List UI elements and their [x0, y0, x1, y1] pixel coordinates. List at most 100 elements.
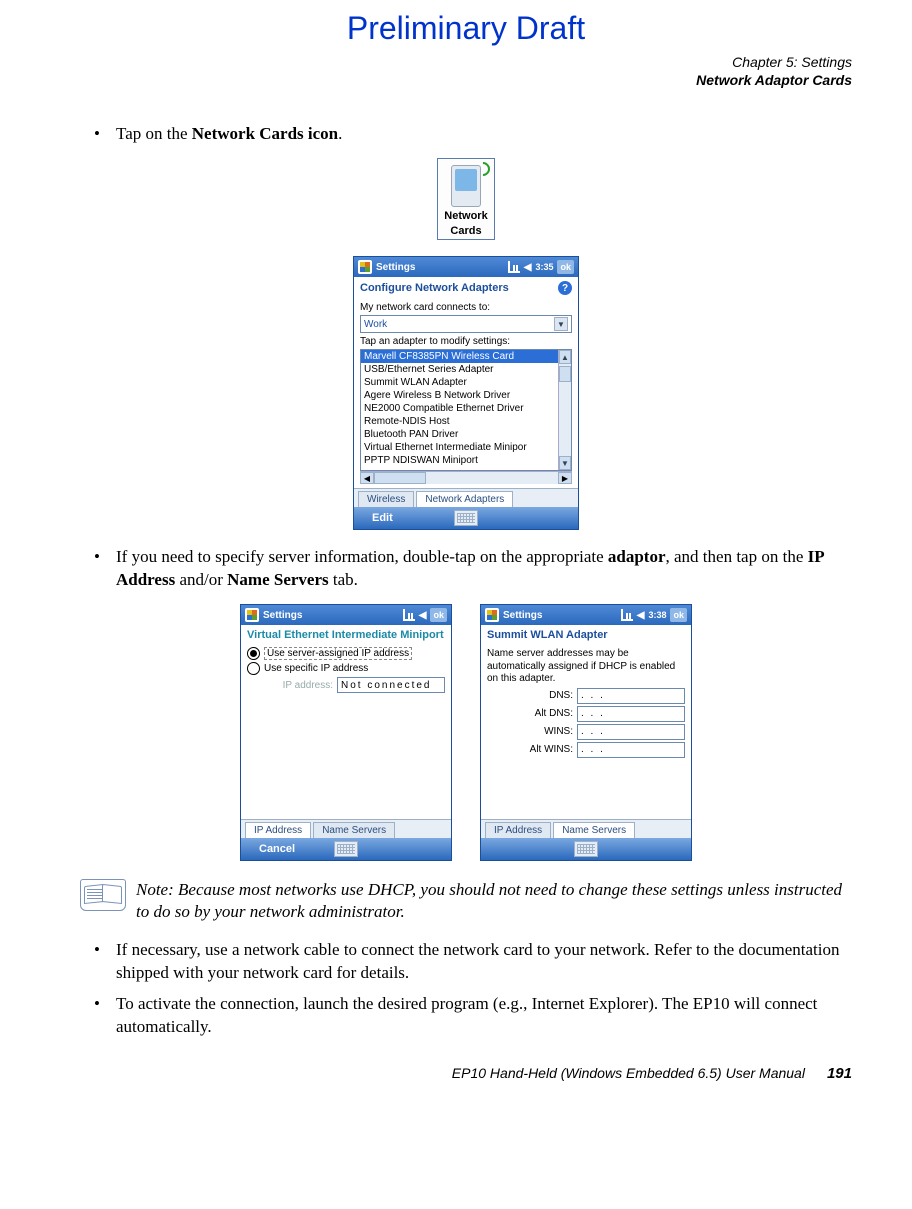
label-dns: DNS:: [549, 690, 573, 701]
label-alt-wins: Alt WINS:: [530, 744, 573, 755]
start-icon[interactable]: [485, 608, 499, 622]
ok-button[interactable]: ok: [670, 608, 687, 622]
text: , and then tap on the: [666, 547, 808, 566]
tab-bar: IP Address Name Servers: [481, 819, 691, 838]
input-alt-dns[interactable]: . . .: [577, 706, 685, 722]
scroll-up-icon[interactable]: ▲: [559, 350, 571, 364]
vertical-scrollbar[interactable]: ▲ ▼: [558, 350, 571, 470]
input-alt-wins[interactable]: . . .: [577, 742, 685, 758]
input-dns[interactable]: . . .: [577, 688, 685, 704]
scroll-left-icon[interactable]: ◀: [360, 472, 374, 484]
footer-page-number: 191: [827, 1065, 852, 1082]
keyboard-icon[interactable]: [454, 510, 478, 526]
text: .: [338, 124, 342, 143]
list-item[interactable]: USB/Ethernet Series Adapter: [361, 363, 558, 376]
titlebar: Settings ◀ 3:35 ok: [354, 257, 578, 277]
horizontal-scrollbar[interactable]: ◀ ▶: [360, 471, 572, 484]
chevron-down-icon[interactable]: ▼: [554, 317, 568, 331]
network-cards-cpl-icon[interactable]: Network Cards: [437, 158, 494, 240]
panel-heading: Configure Network Adapters ?: [354, 277, 578, 297]
tab-bar: IP Address Name Servers: [241, 819, 451, 838]
tab-wireless[interactable]: Wireless: [358, 491, 414, 507]
label-wins: WINS:: [544, 726, 573, 737]
section-line: Network Adaptor Cards: [80, 71, 852, 89]
scroll-thumb[interactable]: [374, 472, 426, 484]
tab-name-servers[interactable]: Name Servers: [313, 822, 395, 838]
bullet-activate-connection: To activate the connection, launch the d…: [80, 993, 852, 1039]
text: tab.: [329, 570, 358, 589]
volume-icon: ◀: [524, 262, 532, 273]
note-lead: Note:: [136, 880, 174, 899]
text: If you need to specify server informatio…: [116, 547, 608, 566]
panel-heading: Summit WLAN Adapter: [481, 625, 691, 643]
text-bold: Name Servers: [227, 570, 329, 589]
label-tap-adapter: Tap an adapter to modify settings:: [360, 336, 572, 347]
chapter-header: Chapter 5: Settings Network Adaptor Card…: [80, 53, 852, 89]
scroll-down-icon[interactable]: ▼: [559, 456, 571, 470]
tab-bar: Wireless Network Adapters: [354, 488, 578, 507]
radio-specific-ip[interactable]: Use specific IP address: [247, 662, 445, 675]
panel-heading-text: Configure Network Adapters: [360, 282, 509, 294]
bullet-use-cable: If necessary, use a network cable to con…: [80, 939, 852, 985]
note-block: Note: Because most networks use DHCP, yo…: [80, 879, 852, 923]
list-item[interactable]: Marvell CF8385PN Wireless Card: [361, 350, 558, 363]
radio-label: Use specific IP address: [264, 663, 368, 674]
list-item[interactable]: Agere Wireless B Network Driver: [361, 389, 558, 402]
signal-icon: [621, 609, 633, 621]
scroll-thumb[interactable]: [559, 366, 571, 382]
signal-icon: [508, 261, 520, 273]
icon-label-line1: Network: [444, 210, 487, 222]
clock: 3:35: [535, 262, 553, 272]
input-wins[interactable]: . . .: [577, 724, 685, 740]
bullet-tap-network-cards: Tap on the Network Cards icon.: [80, 123, 852, 146]
list-item[interactable]: Virtual Ethernet Intermediate Minipor: [361, 441, 558, 454]
volume-icon: ◀: [419, 610, 427, 621]
softkey-bar: [481, 838, 691, 860]
input-ip-address[interactable]: Not connected: [337, 677, 445, 693]
radio-label: Use server-assigned IP address: [264, 647, 412, 660]
keyboard-icon[interactable]: [334, 841, 358, 857]
start-icon[interactable]: [358, 260, 372, 274]
chapter-line: Chapter 5: Settings: [80, 53, 852, 71]
list-item[interactable]: Bluetooth PAN Driver: [361, 428, 558, 441]
panel-heading-text: Virtual Ethernet Intermediate Miniport: [247, 629, 444, 641]
adapter-listbox[interactable]: Marvell CF8385PN Wireless Card USB/Ether…: [360, 349, 572, 471]
panel-heading: Virtual Ethernet Intermediate Miniport: [241, 625, 451, 643]
select-network-type[interactable]: Work ▼: [360, 315, 572, 333]
softkey-bar: Cancel: [241, 838, 451, 860]
tab-ip-address[interactable]: IP Address: [485, 822, 551, 838]
scroll-right-icon[interactable]: ▶: [558, 472, 572, 484]
window-name-servers: Settings ◀ 3:38 ok Summit WLAN Adapter N…: [480, 604, 692, 861]
radio-server-assigned[interactable]: Use server-assigned IP address: [247, 647, 445, 660]
label-alt-dns: Alt DNS:: [535, 708, 573, 719]
keyboard-icon[interactable]: [574, 841, 598, 857]
titlebar: Settings ◀ 3:38 ok: [481, 605, 691, 625]
ok-button[interactable]: ok: [430, 608, 447, 622]
icon-label-line2: Cards: [444, 225, 487, 237]
clock: 3:38: [648, 610, 666, 620]
window-title: Settings: [503, 610, 621, 621]
tab-ip-address[interactable]: IP Address: [245, 822, 311, 838]
start-icon[interactable]: [245, 608, 259, 622]
ok-button[interactable]: ok: [557, 260, 574, 274]
softkey-edit[interactable]: Edit: [372, 507, 393, 529]
list-item[interactable]: Summit WLAN Adapter: [361, 376, 558, 389]
radio-icon: [247, 662, 260, 675]
window-title: Settings: [263, 610, 403, 621]
titlebar: Settings ◀ ok: [241, 605, 451, 625]
softkey-cancel[interactable]: Cancel: [259, 838, 295, 860]
select-value: Work: [364, 319, 387, 330]
text: Tap on the: [116, 124, 192, 143]
label-connects-to: My network card connects to:: [360, 302, 572, 313]
label-ip-address: IP address:: [283, 680, 333, 691]
help-icon[interactable]: ?: [558, 281, 572, 295]
list-item[interactable]: PPTP NDISWAN Miniport: [361, 454, 558, 467]
tab-network-adapters[interactable]: Network Adapters: [416, 491, 513, 507]
footer-title: EP10 Hand-Held (Windows Embedded 6.5) Us…: [452, 1065, 805, 1081]
tab-name-servers[interactable]: Name Servers: [553, 822, 635, 838]
note-body: Because most networks use DHCP, you shou…: [136, 880, 842, 921]
book-icon: [80, 879, 126, 911]
list-item[interactable]: NE2000 Compatible Ethernet Driver: [361, 402, 558, 415]
window-title: Settings: [376, 262, 508, 273]
list-item[interactable]: Remote-NDIS Host: [361, 415, 558, 428]
